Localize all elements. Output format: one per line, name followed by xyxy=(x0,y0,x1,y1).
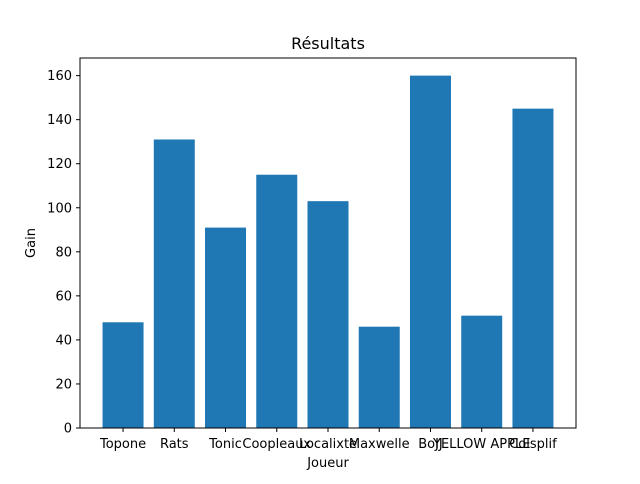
bar-0 xyxy=(102,322,144,428)
x-tick-label: Maxwelle xyxy=(349,437,410,452)
y-tick-label: 120 xyxy=(47,157,72,172)
x-tick-label: Colsplif xyxy=(509,437,557,452)
bar-4 xyxy=(307,201,349,428)
x-tick-label: Localixte xyxy=(299,437,357,452)
x-tick-label: Tonic xyxy=(208,437,242,452)
x-tick-label: YELLOW APPLE xyxy=(432,437,530,452)
x-tick-label: Topone xyxy=(99,437,146,452)
y-tick-label: 100 xyxy=(47,201,72,216)
bar-7 xyxy=(461,315,503,428)
bar-5 xyxy=(358,326,400,428)
x-tick-label: BoJJ xyxy=(418,437,443,452)
x-tick-label: Coopleaux xyxy=(242,437,311,452)
y-axis-label: Gain xyxy=(24,228,39,258)
y-tick-label: 0 xyxy=(64,422,72,437)
y-tick-label: 20 xyxy=(55,377,72,392)
y-tick-label: 140 xyxy=(47,113,72,128)
y-tick-label: 80 xyxy=(55,245,72,260)
x-tick-label: Rats xyxy=(160,437,189,452)
bar-8 xyxy=(512,108,554,429)
y-tick-label: 60 xyxy=(55,289,72,304)
bar-2 xyxy=(205,227,247,428)
bar-6 xyxy=(409,75,451,428)
bar-3 xyxy=(256,174,298,428)
y-tick-label: 40 xyxy=(55,333,72,348)
bars-group xyxy=(102,75,554,429)
bar-1 xyxy=(153,139,195,428)
chart-title: Résultats xyxy=(291,34,365,53)
plot-frame xyxy=(79,57,577,429)
x-axis: Topone Rats Tonic CoopleauxLocalixteMaxwell… xyxy=(99,428,557,452)
y-tick-label: 160 xyxy=(47,69,72,84)
y-axis: 0 20 40 60 80 100 120 140 160 xyxy=(47,69,80,437)
x-axis-label: Joueur xyxy=(306,456,349,471)
